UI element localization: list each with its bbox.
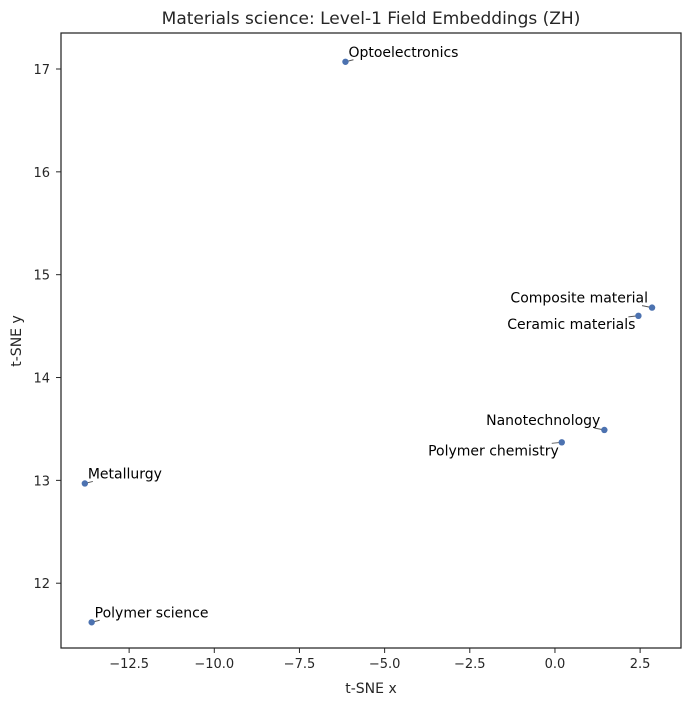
y-tick-label: 12 bbox=[33, 577, 50, 592]
point-label: Ceramic materials bbox=[507, 317, 635, 333]
x-axis-label: t-SNE x bbox=[345, 681, 396, 697]
data-point bbox=[635, 312, 642, 320]
y-tick-label: 13 bbox=[33, 474, 50, 489]
point-label: Nanotechnology bbox=[486, 413, 600, 429]
y-tick-label: 17 bbox=[33, 63, 50, 78]
y-axis-label: t-SNE y bbox=[9, 315, 25, 366]
y-tick-label: 16 bbox=[33, 166, 50, 181]
x-tick-label: −7.5 bbox=[284, 657, 316, 672]
x-tick-label: −10.0 bbox=[194, 657, 234, 672]
data-points: Optoelectronics Composite material Ceramic… bbox=[81, 45, 656, 626]
x-tick-label: 0.0 bbox=[545, 657, 566, 672]
data-point bbox=[81, 480, 89, 487]
point-label: Polymer chemistry bbox=[428, 443, 559, 459]
x-tick-label: −2.5 bbox=[454, 657, 486, 672]
y-tick-label: 14 bbox=[33, 372, 50, 387]
point-label: Metallurgy bbox=[88, 466, 162, 482]
point-label: Optoelectronics bbox=[348, 45, 458, 61]
point-label: Composite material bbox=[510, 291, 648, 307]
x-tick-label: −12.5 bbox=[109, 657, 149, 672]
x-tick-label: 2.5 bbox=[630, 657, 651, 672]
y-axis: 12 13 14 15 16 17 bbox=[33, 63, 61, 592]
data-point bbox=[558, 439, 565, 446]
data-point bbox=[648, 304, 656, 311]
plot-frame bbox=[60, 32, 682, 649]
x-tick-label: −5.0 bbox=[369, 657, 401, 672]
y-tick-label: 15 bbox=[33, 269, 50, 284]
data-point bbox=[601, 426, 608, 434]
chart-title: Materials science: Level-1 Field Embeddi… bbox=[162, 9, 581, 29]
x-axis: −12.5 −10.0 −7.5 −5.0 −2.5 0.0 2.5 bbox=[109, 648, 650, 672]
data-point bbox=[88, 619, 95, 626]
point-label: Polymer science bbox=[95, 605, 209, 621]
data-point bbox=[342, 58, 349, 65]
